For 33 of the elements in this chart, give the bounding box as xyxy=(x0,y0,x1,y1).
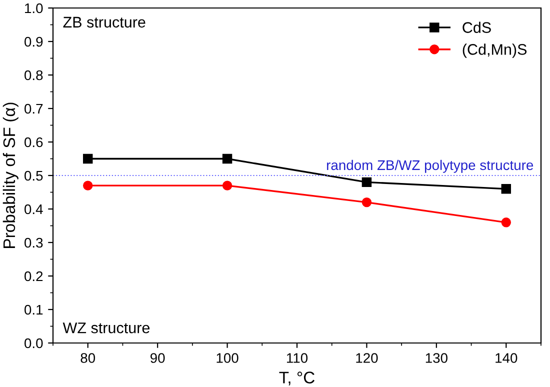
y-tick-label: 0.9 xyxy=(24,36,43,47)
y-tick-label: 1.0 xyxy=(25,3,43,14)
x-tick-label: 90 xyxy=(150,353,165,363)
legend-label: CdS xyxy=(462,22,491,33)
y-tick-label: 0.6 xyxy=(24,137,43,148)
x-tick-label: 100 xyxy=(216,353,238,363)
x-tick-label: 120 xyxy=(356,353,378,363)
legend-label: (Cd,Mn)S xyxy=(462,44,527,58)
x-tick-label: 140 xyxy=(496,353,518,363)
point xyxy=(362,177,372,188)
x-axis-title: T, °C xyxy=(279,372,315,386)
point xyxy=(362,197,372,208)
y-axis-title: Probability of SF (α) xyxy=(2,102,18,248)
point xyxy=(222,180,232,190)
point xyxy=(82,180,93,190)
y-tick-label: 0.3 xyxy=(24,238,43,248)
annotation: ZB structure xyxy=(63,16,146,28)
y-tick-label: 0.7 xyxy=(24,104,43,114)
point xyxy=(222,154,232,164)
point xyxy=(501,218,512,228)
x-tick-label: 110 xyxy=(286,353,308,363)
y-tick-label: 0.0 xyxy=(24,338,43,348)
x-tick-label: 80 xyxy=(80,353,96,363)
annotation: WZ structure xyxy=(62,322,150,334)
y-tick-label: 0.1 xyxy=(24,304,43,315)
y-tick-label: 0.8 xyxy=(24,70,43,80)
ref-line-label: random ZB/WZ polytype structure xyxy=(326,160,534,173)
y-tick-label: 0.4 xyxy=(24,204,43,214)
y-tick-label: 0.5 xyxy=(24,170,43,181)
point xyxy=(82,154,93,164)
point xyxy=(501,184,512,194)
y-tick-label: 0.2 xyxy=(24,271,43,282)
x-tick-label: 130 xyxy=(426,353,448,363)
